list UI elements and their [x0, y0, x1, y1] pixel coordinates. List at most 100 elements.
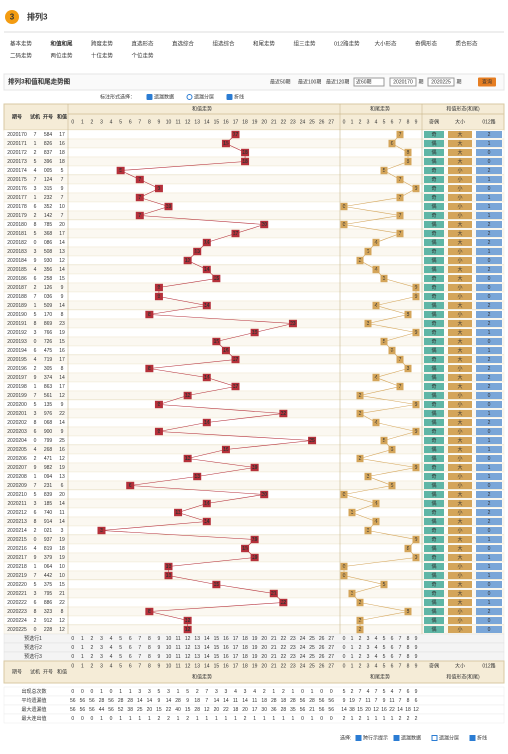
preselect-cell[interactable]: 6	[391, 654, 394, 660]
nav-link[interactable]: 大小形态	[375, 39, 398, 47]
query-button[interactable]	[478, 77, 496, 87]
preselect-cell[interactable]: 6	[129, 645, 132, 651]
preselect-cell[interactable]: 13	[194, 654, 200, 660]
preselect-cell[interactable]: 6	[391, 645, 394, 651]
preselect-cell[interactable]: 25	[309, 654, 315, 660]
preselect-cell[interactable]: 21	[271, 636, 277, 642]
preselect-cell[interactable]: 9	[158, 654, 161, 660]
preselect-cell[interactable]: 25	[309, 645, 315, 651]
preselect-cell[interactable]: 14	[204, 636, 210, 642]
range-link[interactable]: 最近100期	[298, 78, 321, 85]
preselect-cell[interactable]: 8	[407, 645, 410, 651]
preselect-cell[interactable]: 26	[319, 654, 325, 660]
footer-checkbox[interactable]	[431, 735, 438, 741]
preselect-cell[interactable]: 8	[148, 654, 151, 660]
preselect-cell[interactable]: 19	[252, 645, 258, 651]
range-link[interactable]: 最近50期	[270, 78, 291, 85]
preselect-cell[interactable]: 1	[81, 654, 84, 660]
preselect-cell[interactable]: 5	[383, 645, 386, 651]
preselect-cell[interactable]: 7	[399, 654, 402, 660]
preselect-cell[interactable]: 27	[328, 645, 334, 651]
preselect-cell[interactable]: 10	[166, 645, 172, 651]
preselect-cell[interactable]: 24	[300, 636, 306, 642]
preselect-cell[interactable]: 7	[399, 645, 402, 651]
nav-link[interactable]: 组选综合	[213, 39, 236, 47]
preselect-cell[interactable]: 1	[351, 645, 354, 651]
preselect-cell[interactable]: 15	[214, 645, 220, 651]
preselect-cell[interactable]: 6	[129, 654, 132, 660]
preselect-cell[interactable]: 4	[110, 654, 113, 660]
preselect-cell[interactable]: 6	[391, 636, 394, 642]
preselect-cell[interactable]: 5	[119, 645, 122, 651]
preselect-cell[interactable]: 4	[375, 654, 378, 660]
preselect-cell[interactable]: 3	[100, 636, 103, 642]
preselect-cell[interactable]: 13	[194, 645, 200, 651]
option-checkbox[interactable]	[226, 94, 233, 100]
nav-link[interactable]: 和尾走势	[253, 39, 276, 47]
preselect-cell[interactable]: 2	[359, 636, 362, 642]
nav-link[interactable]: 十位走势	[91, 51, 114, 59]
preselect-cell[interactable]: 0	[343, 654, 346, 660]
preselect-cell[interactable]: 16	[223, 636, 229, 642]
preselect-cell[interactable]: 2	[359, 654, 362, 660]
preselect-cell[interactable]: 23	[290, 645, 296, 651]
nav-link[interactable]: 和值和尾	[51, 39, 74, 47]
preselect-cell[interactable]: 21	[271, 645, 277, 651]
preselect-cell[interactable]: 4	[375, 636, 378, 642]
preselect-cell[interactable]: 12	[185, 636, 191, 642]
preselect-cell[interactable]: 7	[138, 654, 141, 660]
preselect-cell[interactable]: 22	[281, 636, 287, 642]
preselect-cell[interactable]: 9	[415, 654, 418, 660]
preselect-cell[interactable]: 0	[71, 645, 74, 651]
preselect-cell[interactable]: 5	[383, 654, 386, 660]
nav-link[interactable]: 跨度走势	[91, 39, 114, 47]
preselect-cell[interactable]: 17	[233, 654, 239, 660]
preselect-cell[interactable]: 7	[138, 645, 141, 651]
preselect-cell[interactable]: 7	[138, 636, 141, 642]
preselect-cell[interactable]: 1	[351, 654, 354, 660]
from-input[interactable]	[389, 77, 417, 87]
preselect-cell[interactable]: 11	[175, 645, 180, 651]
preselect-cell[interactable]: 9	[415, 636, 418, 642]
nav-link[interactable]: 奇偶形态	[415, 39, 438, 47]
nav-link[interactable]: 012路走势	[334, 39, 360, 47]
preselect-cell[interactable]: 0	[343, 645, 346, 651]
select-box[interactable]	[353, 77, 385, 87]
preselect-cell[interactable]: 27	[328, 636, 334, 642]
preselect-cell[interactable]: 4	[110, 636, 113, 642]
preselect-cell[interactable]: 2	[91, 645, 94, 651]
preselect-cell[interactable]: 22	[281, 645, 287, 651]
range-link[interactable]: 最近120期	[326, 78, 349, 85]
preselect-cell[interactable]: 24	[300, 645, 306, 651]
preselect-cell[interactable]: 23	[290, 636, 296, 642]
nav-link[interactable]: 组三走势	[294, 39, 317, 47]
preselect-cell[interactable]: 19	[252, 654, 258, 660]
nav-link[interactable]: 直选综合	[172, 39, 195, 47]
preselect-cell[interactable]: 27	[328, 654, 334, 660]
preselect-cell[interactable]: 3	[367, 654, 370, 660]
preselect-cell[interactable]: 26	[319, 645, 325, 651]
option-checkbox[interactable]	[146, 94, 153, 100]
preselect-cell[interactable]: 25	[309, 636, 315, 642]
preselect-cell[interactable]: 13	[194, 636, 200, 642]
option-checkbox[interactable]	[186, 94, 193, 100]
preselect-cell[interactable]: 2	[359, 645, 362, 651]
nav-link[interactable]: 基本走势	[10, 39, 33, 47]
preselect-cell[interactable]: 17	[233, 636, 239, 642]
preselect-cell[interactable]: 10	[166, 654, 172, 660]
footer-checkbox[interactable]	[469, 735, 476, 741]
preselect-cell[interactable]: 20	[261, 645, 267, 651]
preselect-cell[interactable]: 3	[367, 645, 370, 651]
preselect-cell[interactable]: 16	[223, 654, 229, 660]
preselect-cell[interactable]: 3	[367, 636, 370, 642]
preselect-cell[interactable]: 11	[175, 654, 180, 660]
preselect-cell[interactable]: 22	[281, 654, 287, 660]
preselect-cell[interactable]: 6	[129, 636, 132, 642]
preselect-cell[interactable]: 5	[383, 636, 386, 642]
preselect-cell[interactable]: 18	[242, 645, 248, 651]
preselect-cell[interactable]: 12	[185, 645, 191, 651]
preselect-cell[interactable]: 16	[223, 645, 229, 651]
preselect-cell[interactable]: 18	[242, 654, 248, 660]
preselect-cell[interactable]: 19	[252, 636, 258, 642]
preselect-cell[interactable]: 4	[375, 645, 378, 651]
